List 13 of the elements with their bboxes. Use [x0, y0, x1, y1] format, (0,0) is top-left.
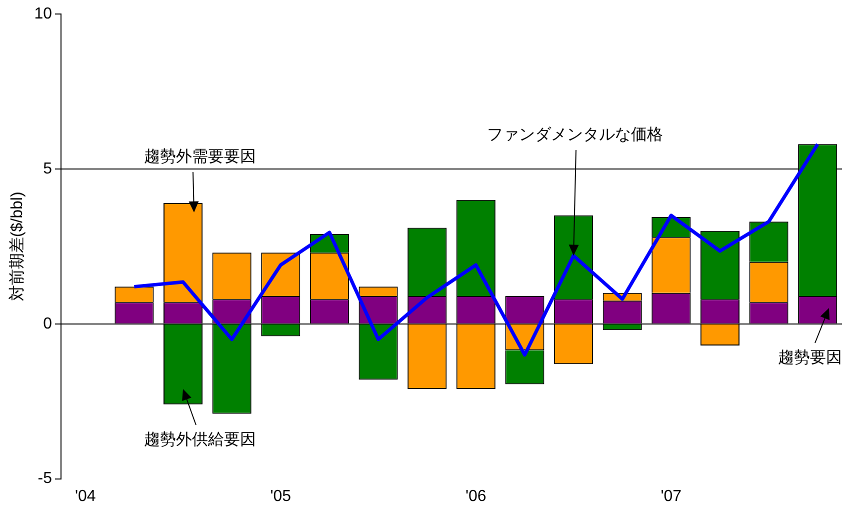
- x-tick-label: '07: [660, 488, 682, 505]
- annotation: 趨勢外供給要因: [144, 430, 256, 448]
- y-tick-label: -5: [38, 470, 52, 488]
- x-tick-label: '06: [465, 488, 486, 505]
- annotation: 趨勢外需要要因: [144, 147, 256, 166]
- annotation: ファンダメンタルな価格: [487, 126, 663, 144]
- y-tick-label: 10: [34, 5, 52, 22]
- x-tick-label: '05: [270, 488, 292, 505]
- y-tick-label: 5: [43, 160, 52, 178]
- y-axis-title: 対前期差($/bbl): [8, 192, 26, 302]
- annotation: 趨勢要因: [778, 348, 842, 366]
- y-tick-label: 0: [43, 315, 52, 332]
- x-tick-label: '04: [74, 488, 96, 505]
